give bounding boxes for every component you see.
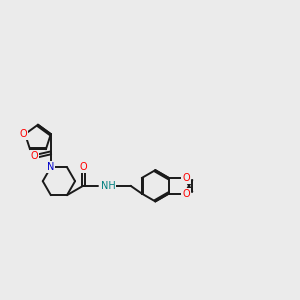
Text: N: N — [47, 162, 55, 172]
Text: O: O — [182, 173, 190, 183]
Text: O: O — [79, 162, 87, 172]
Text: O: O — [30, 151, 38, 161]
Text: O: O — [182, 189, 190, 199]
Text: NH: NH — [101, 181, 116, 191]
Text: O: O — [20, 129, 28, 139]
